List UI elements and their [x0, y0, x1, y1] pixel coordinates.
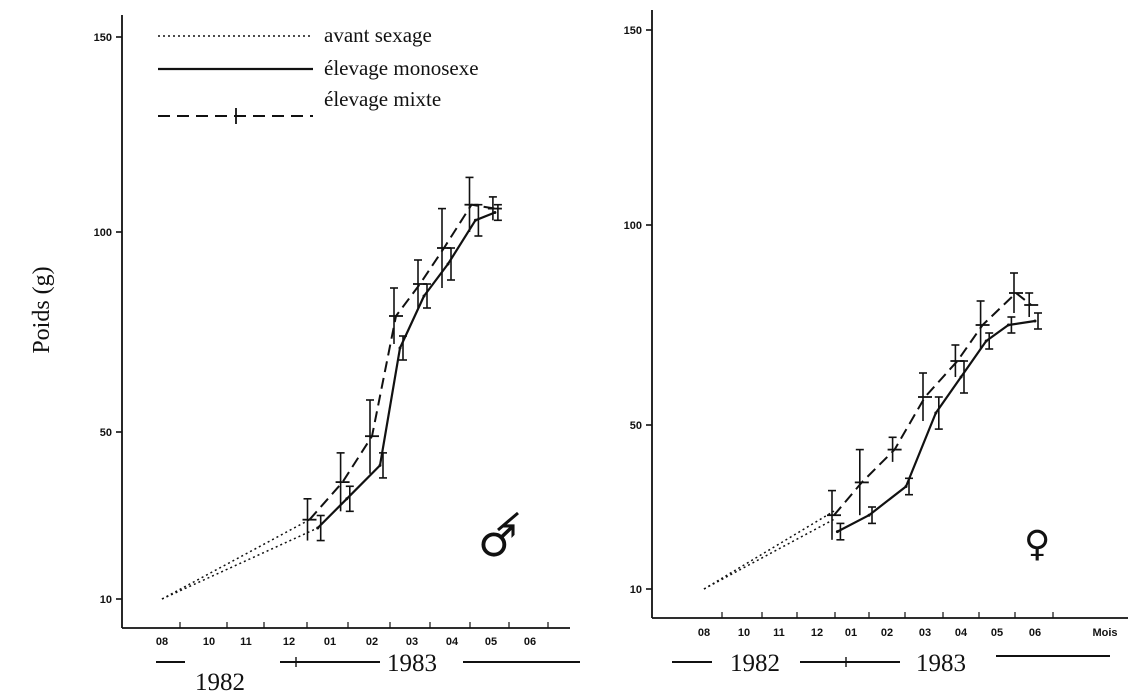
male-series [161, 203, 496, 600]
female-x-tick-label: 05 [991, 627, 1003, 639]
male-point [378, 463, 382, 467]
male-x-tick-label: 08 [156, 636, 168, 648]
female-x-tick-label: 04 [955, 627, 968, 639]
female-point [1033, 319, 1037, 323]
male-series-elevage-mixte [308, 203, 496, 521]
female-series [703, 292, 1036, 590]
male-year-1983: 1983 [387, 650, 437, 677]
male-x-ticks: 08 10 11 12 01 02 03 04 05 06 [156, 622, 549, 648]
male-symbol: ♂ [478, 516, 517, 567]
female-point [934, 411, 938, 415]
male-point [316, 526, 320, 530]
female-x-tick-label: 12 [811, 627, 823, 639]
male-x-tick-label: 12 [283, 636, 295, 648]
female-point [984, 339, 988, 343]
female-year-bar [672, 655, 1110, 667]
female-point [1006, 323, 1010, 327]
female-x-tick-label: 06 [1029, 627, 1041, 639]
female-point [959, 375, 963, 379]
male-x-tick-label: 01 [324, 636, 336, 648]
female-series-avant-sexage [703, 518, 835, 590]
y-axis-label: Poids (g) [29, 266, 55, 353]
male-x-tick-label: 04 [446, 636, 459, 648]
male-point [473, 218, 477, 222]
female-x-ticks: 08 10 11 12 01 02 03 04 05 06 Mois [698, 612, 1118, 639]
male-x-tick-label: 06 [524, 636, 536, 648]
legend-label-elevage-monosexe: élevage monosexe [324, 56, 479, 80]
male-point [493, 211, 497, 214]
male-point [398, 346, 402, 350]
male-x-tick-label: 03 [406, 636, 418, 648]
male-y-tick-label: 50 [100, 427, 112, 439]
male-series-elevage-monosexe [316, 211, 496, 529]
female-point [867, 513, 871, 517]
female-x-tick-label: Mois [1092, 627, 1117, 639]
male-panel: 10 50 100 150 08 10 11 12 01 02 03 04 05 06 1982 198… [94, 15, 580, 696]
legend: avant sexage élevage monosexe élevage mi… [158, 23, 479, 124]
female-year-1982: 1982 [730, 650, 780, 677]
male-x-tick-label: 10 [203, 636, 215, 648]
female-year-1983: 1983 [916, 650, 966, 677]
female-x-tick-label: 02 [881, 627, 893, 639]
female-y-tick-label: 150 [624, 25, 642, 37]
male-year-1982: 1982 [195, 669, 245, 696]
female-y-ticks: 10 50 100 150 [624, 25, 652, 596]
male-y-ticks: 10 50 100 150 [94, 32, 122, 606]
female-error-bars [827, 272, 1042, 541]
female-x-tick-label: 10 [738, 627, 750, 639]
female-series-avant-sexage [703, 510, 835, 590]
legend-label-elevage-mixte: élevage mixte [324, 87, 441, 111]
female-y-tick-label: 50 [630, 420, 642, 432]
female-series-elevage-mixte [833, 292, 1032, 516]
female-symbol: ♀ [1024, 524, 1050, 565]
male-symbol-arrow [497, 511, 519, 532]
male-y-tick-label: 10 [100, 594, 112, 606]
female-series-elevage-monosexe [836, 319, 1036, 533]
female-y-tick-label: 10 [630, 584, 642, 596]
male-point [345, 497, 349, 501]
male-series-avant-sexage [161, 527, 319, 600]
male-x-tick-label: 05 [485, 636, 497, 648]
female-point [835, 530, 839, 534]
male-x-tick-label: 11 [240, 636, 252, 648]
male-error-bars [302, 176, 502, 542]
female-x-tick-label: 11 [773, 627, 785, 639]
male-point [446, 262, 450, 266]
male-y-tick-label: 100 [94, 227, 112, 239]
male-year-bar [156, 657, 580, 667]
male-y-tick-label: 150 [94, 32, 112, 44]
female-point [904, 485, 908, 488]
male-series-avant-sexage [161, 519, 310, 600]
legend-label-avant-sexage: avant sexage [324, 23, 432, 47]
female-y-tick-label: 100 [624, 220, 642, 232]
male-point [422, 294, 426, 298]
female-x-tick-label: 03 [919, 627, 931, 639]
female-x-tick-label: 01 [845, 627, 857, 639]
female-panel: 10 50 100 150 08 10 11 12 01 02 03 04 05 06 Mois 1982… [624, 10, 1128, 677]
female-x-tick-label: 08 [698, 627, 710, 639]
male-x-tick-label: 02 [366, 636, 378, 648]
